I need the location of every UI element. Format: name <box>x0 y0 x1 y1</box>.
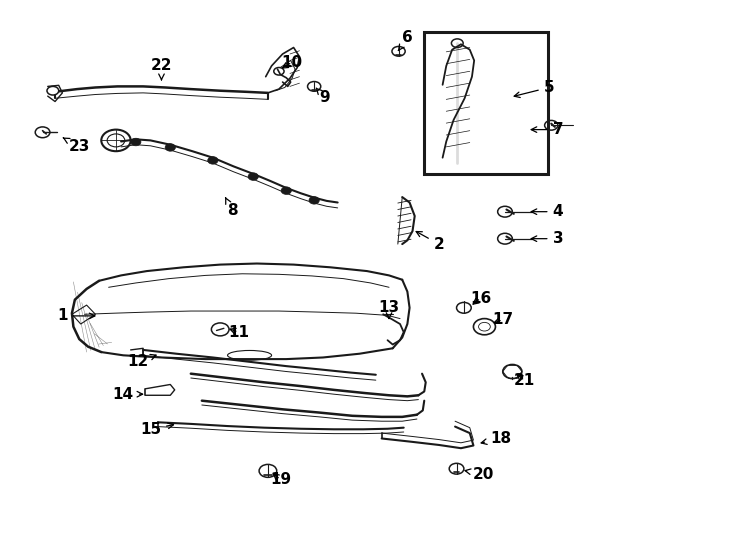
Text: 15: 15 <box>140 422 173 437</box>
Text: 14: 14 <box>113 387 142 402</box>
Text: 10: 10 <box>282 55 302 70</box>
Text: 21: 21 <box>515 373 535 388</box>
Text: 2: 2 <box>416 232 444 252</box>
Circle shape <box>248 173 258 180</box>
Text: 4: 4 <box>531 204 563 219</box>
Circle shape <box>165 144 175 151</box>
Text: 7: 7 <box>531 122 563 137</box>
Text: 3: 3 <box>531 231 563 246</box>
Text: 5: 5 <box>515 80 554 98</box>
Bar <box>424 32 548 174</box>
Circle shape <box>47 86 59 95</box>
Text: 19: 19 <box>270 472 291 487</box>
Circle shape <box>208 157 218 164</box>
Text: 16: 16 <box>470 291 491 306</box>
Circle shape <box>309 197 319 204</box>
Text: 8: 8 <box>225 198 237 218</box>
Text: 1: 1 <box>57 308 95 323</box>
Text: 17: 17 <box>493 312 513 327</box>
Circle shape <box>281 187 291 194</box>
Text: 23: 23 <box>63 138 90 154</box>
Text: 12: 12 <box>128 354 156 369</box>
Circle shape <box>131 138 141 146</box>
Text: 9: 9 <box>316 88 330 105</box>
Text: 13: 13 <box>379 300 399 319</box>
Text: 11: 11 <box>228 325 249 340</box>
Text: 20: 20 <box>465 467 494 482</box>
Text: 6: 6 <box>399 30 413 51</box>
Text: 22: 22 <box>150 58 172 79</box>
Text: 18: 18 <box>482 431 511 446</box>
